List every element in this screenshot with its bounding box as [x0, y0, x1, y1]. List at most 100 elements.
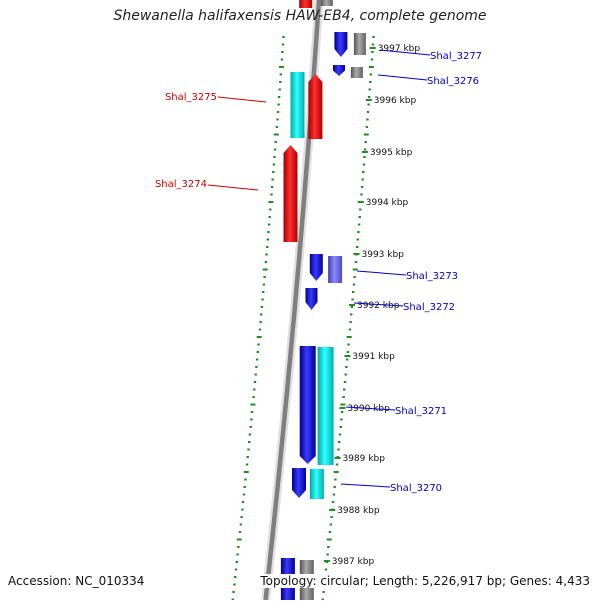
gc-tick	[268, 216, 271, 218]
gc-tick	[236, 553, 239, 556]
gc-tick	[352, 268, 358, 271]
gc-tick	[235, 561, 238, 563]
kbp-tick-mark	[349, 304, 355, 306]
gc-tick	[356, 246, 359, 248]
kbp-tick-label: 3990 kbp	[347, 404, 390, 414]
gene-label[interactable]: Shal_3272	[403, 302, 455, 313]
gc-tick	[371, 43, 375, 46]
topology-text: Topology: circular; Length: 5,226,917 bp…	[260, 574, 590, 588]
gc-tick	[242, 493, 246, 496]
gc-tick	[357, 223, 361, 226]
gc-tick	[337, 448, 340, 451]
gc-tick	[281, 43, 285, 46]
gc-tick	[327, 546, 330, 548]
gene-label[interactable]: Shal_3275	[165, 92, 217, 103]
gc-tick	[352, 291, 355, 293]
gc-tick	[359, 208, 362, 211]
gc-tick	[276, 111, 280, 113]
gc-tick	[237, 546, 240, 548]
kbp-tick-mark	[339, 407, 346, 409]
gene-label[interactable]: Shal_3273	[406, 271, 458, 282]
gene-arrow-gray	[320, 0, 333, 6]
gc-tick	[267, 231, 270, 233]
gc-tick	[239, 523, 242, 526]
gc-tick	[328, 531, 332, 533]
kbp-tick-label: 3992 kbp	[357, 301, 400, 311]
gc-tick	[338, 441, 341, 443]
kbp-tick-mark	[323, 560, 330, 562]
gc-tick	[361, 178, 364, 181]
gc-tick	[371, 51, 374, 53]
gene-label[interactable]: Shal_3270	[390, 483, 442, 494]
gc-tick	[241, 508, 244, 511]
kbp-tick-mark	[357, 201, 364, 203]
gc-tick	[269, 208, 272, 211]
gene-arrow-gray	[353, 33, 366, 55]
kbp-tick-label: 3994 kbp	[366, 198, 409, 208]
gene-label[interactable]: Shal_3276	[427, 76, 479, 87]
gc-tick	[236, 538, 242, 541]
gc-tick	[253, 388, 256, 391]
gene-leader-line	[340, 483, 391, 488]
gc-tick	[249, 426, 252, 428]
gc-tick	[322, 591, 325, 593]
gc-tick	[261, 298, 264, 301]
gc-tick	[232, 591, 235, 593]
gc-tick	[253, 381, 257, 383]
gc-tick	[265, 253, 268, 256]
gc-tick	[272, 163, 276, 166]
genome-title: Shewanella halifaxensis HAW-EB4, complet…	[113, 8, 487, 24]
gc-tick	[372, 36, 375, 38]
gc-tick	[260, 313, 263, 316]
gc-tick	[331, 501, 335, 503]
gc-tick	[334, 478, 337, 481]
gc-tick	[333, 471, 339, 473]
gene-label[interactable]: Shal_3277	[430, 51, 482, 62]
gc-tick	[278, 88, 281, 91]
gc-tick	[370, 58, 374, 61]
gene-arrow-blue	[333, 65, 345, 76]
gc-tick	[342, 396, 345, 398]
gc-tick	[280, 58, 284, 61]
gene-arrow-cyan	[290, 72, 305, 138]
gc-tick	[279, 81, 282, 83]
gc-tick	[339, 426, 342, 428]
gc-tick	[245, 463, 249, 466]
gene-label[interactable]: Shal_3271	[395, 406, 447, 417]
gc-tick	[234, 576, 237, 578]
gene-leader-line	[353, 302, 404, 307]
gc-tick	[360, 186, 364, 188]
gc-tick	[255, 366, 258, 368]
gc-tick	[256, 351, 259, 353]
gc-tick	[273, 133, 279, 136]
kbp-tick-mark	[329, 509, 336, 511]
gc-tick	[262, 291, 265, 293]
gc-tick	[358, 216, 361, 218]
gene-arrow-blue	[299, 346, 316, 464]
gc-tick	[259, 321, 262, 323]
gc-tick	[369, 81, 372, 83]
gc-tick	[277, 96, 281, 98]
gc-tick	[348, 328, 352, 331]
gc-tick	[250, 411, 254, 413]
gc-tick	[257, 343, 260, 346]
gc-tick	[345, 358, 349, 361]
gc-tick	[262, 283, 266, 286]
gc-tick	[270, 193, 273, 196]
gc-tick	[354, 261, 358, 263]
gc-tick	[360, 193, 363, 196]
gc-tick	[273, 156, 276, 158]
gene-leader-line	[379, 49, 431, 56]
gc-tick	[260, 306, 264, 308]
gc-tick	[366, 111, 370, 113]
kbp-tick-label: 3997 kbp	[378, 44, 421, 54]
kbp-tick-mark	[334, 457, 341, 459]
gc-tick	[356, 238, 359, 241]
gc-tick	[263, 276, 266, 278]
gc-tick	[351, 298, 354, 301]
gc-tick	[363, 148, 367, 151]
gc-tick	[247, 448, 250, 451]
gene-label[interactable]: Shal_3274	[155, 179, 207, 190]
